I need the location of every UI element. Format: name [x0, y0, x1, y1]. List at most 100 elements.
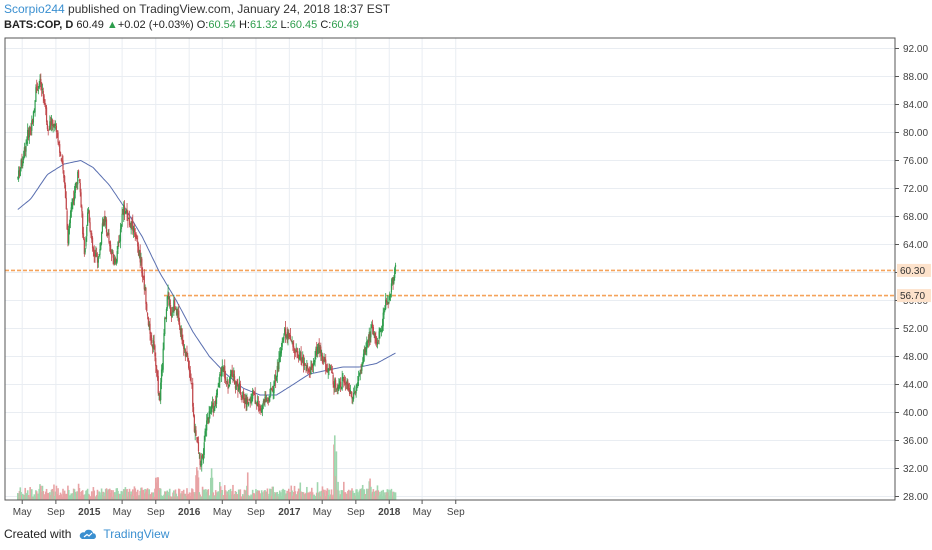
volume-bar [141, 487, 143, 500]
volume-bar [295, 494, 297, 500]
volume-bar [220, 493, 223, 500]
volume-bar [364, 493, 366, 500]
volume-bar [182, 493, 184, 500]
candle-body [75, 182, 77, 185]
candle-body [362, 362, 364, 367]
candle-body [167, 291, 169, 299]
candle-body [128, 218, 130, 220]
candle-body [222, 367, 224, 370]
tradingview-cloud-icon [80, 529, 97, 539]
candle-body [96, 254, 98, 257]
volume-bar [335, 451, 338, 500]
candle-body [248, 399, 250, 401]
candle-body [327, 368, 329, 373]
candle-body [371, 324, 373, 328]
candle-body [361, 365, 363, 371]
volume-bar [353, 492, 356, 500]
candle-body [283, 336, 285, 340]
volume-bar [135, 491, 137, 500]
candle-body [233, 374, 235, 377]
volume-bar [53, 495, 56, 500]
volume-bar [194, 492, 196, 500]
candle-body [209, 412, 211, 414]
candle-body [321, 355, 324, 363]
candle-body [102, 222, 104, 226]
candle-body [48, 128, 50, 130]
volume-bar [384, 495, 387, 500]
volume-bar [64, 494, 67, 500]
tradingview-brand-link[interactable]: TradingView [103, 527, 170, 541]
price-chart[interactable]: 28.0032.0036.0040.0044.0048.0052.0056.00… [0, 0, 932, 520]
volume-bar [225, 495, 228, 500]
volume-bar [176, 496, 178, 500]
candle-body [302, 356, 304, 361]
volume-bar [67, 489, 70, 500]
volume-bar [219, 482, 221, 500]
author-link[interactable]: Scorpio244 [4, 2, 65, 16]
symbol-label[interactable]: BATS:COP, D [4, 19, 74, 31]
candle-body [206, 420, 208, 431]
x-tick-label: Sep [347, 507, 365, 518]
high-value: 61.32 [249, 19, 278, 31]
volume-bar [301, 491, 304, 500]
candles [17, 73, 397, 472]
x-axis[interactable]: May Sep 2015 May Sep 2016 May Sep 2017 May Sep 2018… [13, 500, 465, 518]
candle-body [212, 402, 214, 413]
volume-bar [363, 489, 366, 500]
candle-body [247, 402, 250, 406]
close-value: 60.49 [331, 19, 359, 31]
volume-bar [72, 488, 75, 500]
y-tick-label: 72.00 [903, 184, 928, 195]
volume-bar [306, 486, 308, 500]
volume-bar [320, 496, 322, 500]
volume-bar [91, 496, 94, 500]
volume-bar [117, 490, 119, 500]
candle-body [264, 397, 266, 403]
candle-body [46, 123, 48, 130]
quote-line: BATS:COP, D 60.49 ▲+0.02 (+0.03%) O:60.5… [4, 19, 359, 31]
candle-body [189, 370, 191, 378]
candle-body [388, 296, 390, 304]
candle-body [95, 253, 97, 256]
volume-bar [267, 496, 270, 500]
volume-bar [81, 490, 84, 500]
y-axis[interactable]: 28.0032.0036.0040.0044.0048.0052.0056.00… [895, 44, 931, 503]
volume-bar [281, 489, 284, 500]
volume-bar [212, 492, 215, 500]
candle-body [394, 268, 396, 278]
candle-body [278, 357, 280, 370]
candle-body [56, 130, 58, 132]
volume-bar [354, 495, 357, 500]
candle-body [349, 389, 351, 394]
candle-body [331, 372, 333, 374]
candle-body [88, 210, 90, 222]
candle-body [358, 374, 361, 376]
volume-bar [150, 494, 152, 500]
volume-bar [379, 491, 381, 500]
volume-bar [40, 492, 43, 500]
candle-body [357, 382, 359, 386]
volume-bar [208, 495, 210, 500]
candle-body [305, 366, 307, 371]
volume-bar [114, 494, 117, 500]
volume-bar [118, 493, 120, 500]
volume-bar [52, 491, 54, 500]
volume-bar [56, 493, 59, 500]
candle-body [90, 232, 92, 235]
candle-body [311, 363, 313, 367]
candle-body [31, 120, 33, 131]
volume-bar [277, 496, 279, 500]
candle-body [277, 367, 279, 369]
volume-bar [371, 491, 374, 500]
candle-body [142, 272, 144, 278]
candle-body [181, 328, 183, 341]
volume-bar [329, 496, 331, 500]
volume-bar [164, 491, 166, 500]
volume-bar [33, 494, 36, 500]
volume-bar [98, 491, 100, 500]
candle-body [47, 129, 49, 131]
candle-body [246, 398, 248, 408]
candle-body [384, 308, 386, 310]
volume-bar [237, 489, 240, 500]
last-price: 60.49 [76, 19, 104, 31]
